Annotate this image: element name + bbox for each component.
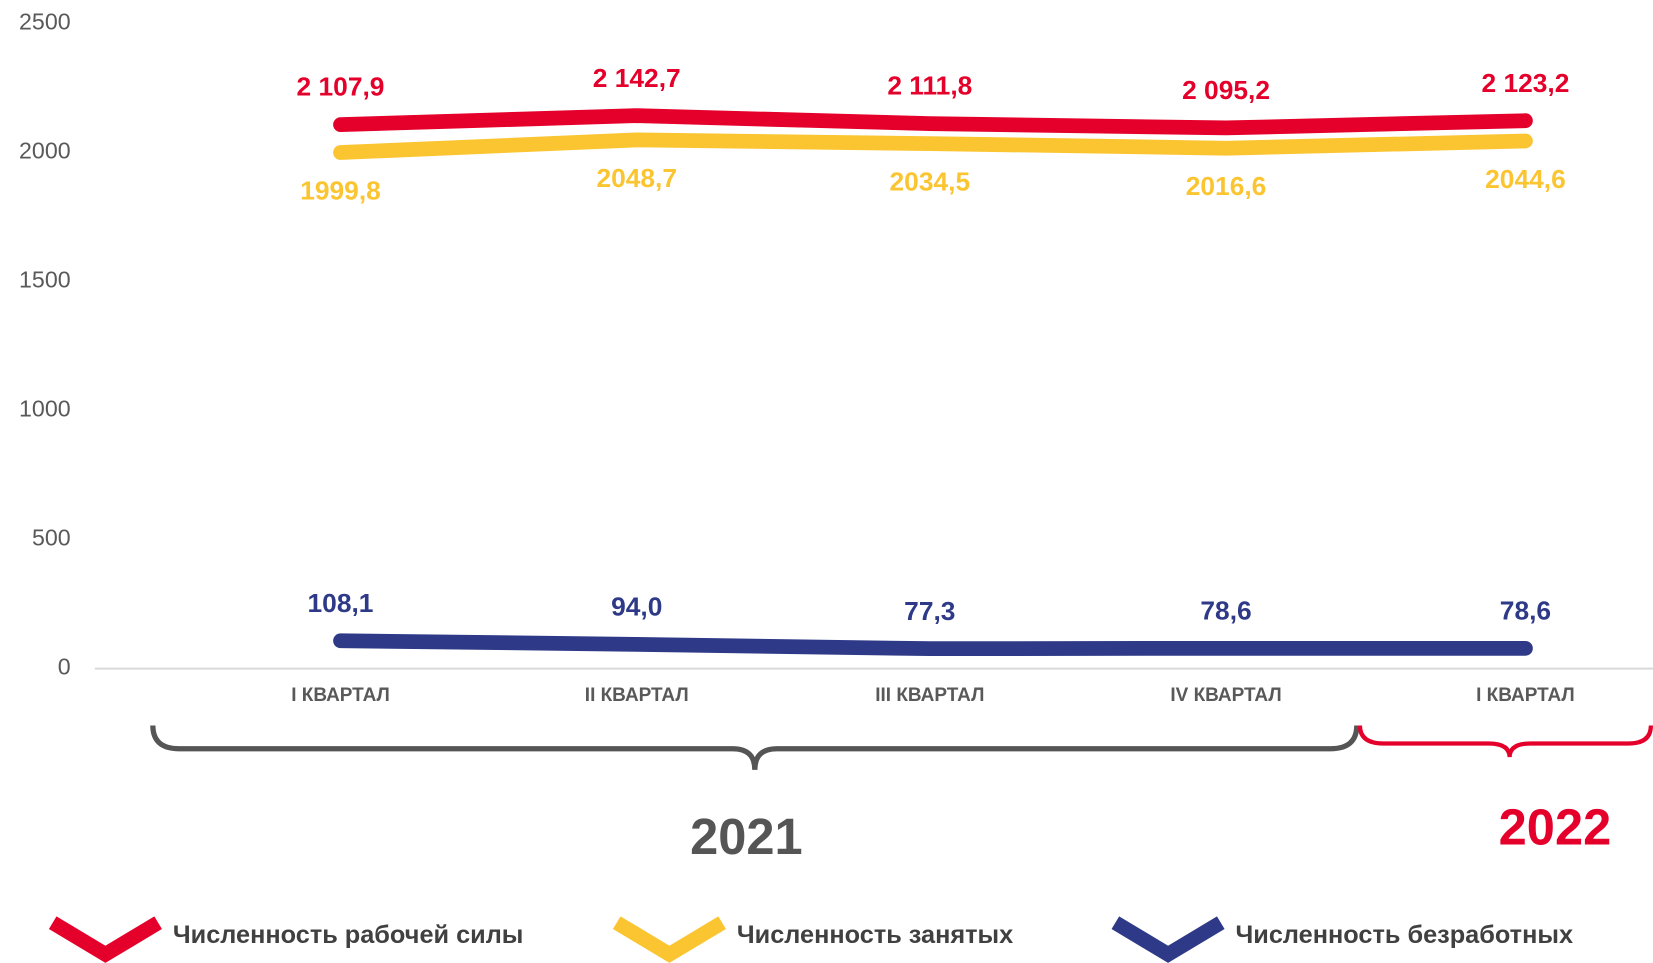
data-label: 2 123,2: [1481, 68, 1569, 98]
legend-icon: [612, 916, 726, 963]
data-label: 94,0: [611, 591, 662, 621]
legend-icon: [48, 916, 162, 963]
series-line: [333, 108, 1533, 136]
y-tick-label: 1000: [19, 396, 71, 422]
data-label: 1999,8: [300, 176, 381, 206]
legend-label: Численность занятых: [737, 921, 1013, 949]
data-label: 78,6: [1200, 595, 1251, 625]
data-label: 2 095,2: [1182, 75, 1270, 105]
data-label: 2 107,9: [297, 72, 385, 102]
x-tick-label: I КВАРТАЛ: [1476, 685, 1575, 706]
legend-label: Численность рабочей силы: [173, 921, 524, 949]
series-line: [333, 633, 1533, 657]
x-tick-label: I КВАРТАЛ: [291, 685, 390, 706]
y-tick-label: 2500: [19, 9, 71, 35]
y-tick-label: 2000: [19, 138, 71, 164]
group-label: 2022: [1499, 798, 1612, 855]
data-label: 2048,7: [596, 163, 677, 193]
data-label: 2044,6: [1485, 164, 1566, 194]
data-label: 2 142,7: [593, 63, 681, 93]
x-tick-label: IV КВАРТАЛ: [1170, 685, 1281, 706]
data-label: 2 111,8: [887, 71, 972, 101]
data-label: 2034,5: [890, 167, 971, 197]
data-label: 78,6: [1500, 595, 1551, 625]
y-tick-label: 1500: [19, 267, 71, 293]
legend-icon: [1111, 916, 1225, 963]
legend-label: Численность безработных: [1236, 921, 1573, 949]
x-tick-label: II КВАРТАЛ: [585, 685, 689, 706]
y-tick-label: 0: [58, 654, 71, 680]
group-label: 2021: [690, 808, 803, 865]
data-label: 2016,6: [1186, 171, 1267, 201]
y-tick-label: 500: [32, 525, 71, 551]
data-label: 77,3: [904, 596, 955, 626]
x-tick-label: III КВАРТАЛ: [875, 685, 984, 706]
series-line: [333, 132, 1533, 160]
bracket-2022: [1357, 725, 1653, 758]
bracket-2021: [150, 725, 1360, 770]
data-label: 108,1: [308, 588, 374, 618]
